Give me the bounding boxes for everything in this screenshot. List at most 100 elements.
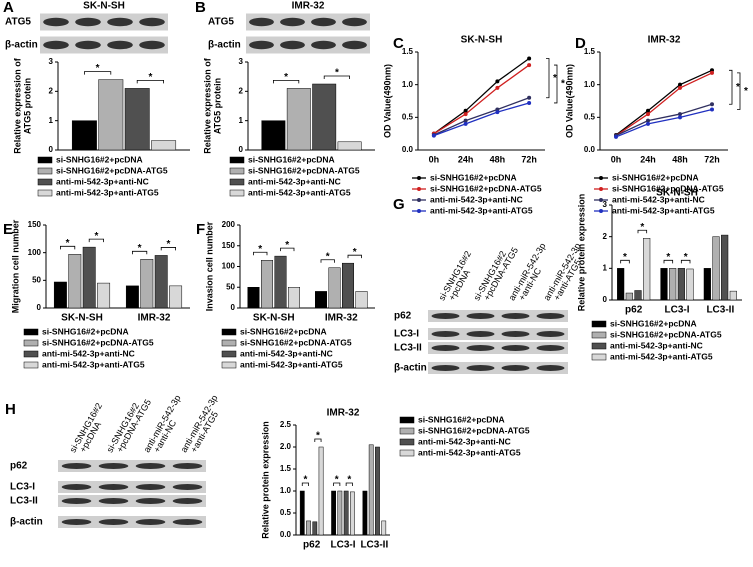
y-tick-label: 0.0 — [584, 145, 596, 154]
blot-strip — [428, 310, 568, 322]
significance: * — [316, 431, 320, 442]
legend-label: anti-mi-542-3p+anti-NC — [612, 194, 705, 204]
blot-row-label: LC3-I — [394, 329, 419, 340]
bar — [288, 287, 300, 309]
panel-label: E — [3, 221, 13, 238]
legend-swatch — [591, 320, 607, 328]
blot-header: SK-N-SH — [83, 1, 125, 12]
marker — [710, 107, 714, 112]
line — [433, 102, 530, 137]
bar — [660, 268, 668, 301]
line — [615, 108, 713, 138]
panel-label: H — [5, 401, 16, 418]
bracket — [345, 482, 353, 486]
x-tick-label: LC3-I — [331, 540, 356, 551]
legend-label: si-SNHG16#2+pcDNA — [418, 414, 505, 424]
y-axis-label: Relative protein expression — [260, 421, 270, 539]
marker — [614, 134, 618, 139]
bar — [381, 520, 387, 536]
bar — [617, 268, 625, 301]
legend-swatch — [399, 449, 415, 457]
significance: * — [684, 252, 688, 263]
legend-label: anti-mi-542-3p+anti-NC — [56, 176, 149, 186]
y-axis-label: ATG5 protein — [22, 78, 32, 134]
significance: * — [94, 231, 98, 242]
blot-band — [466, 331, 495, 337]
blot-strip — [428, 342, 568, 354]
line — [433, 64, 530, 135]
marker — [495, 79, 500, 84]
y-axis-label: Migration cell number — [10, 219, 20, 313]
bar — [342, 262, 354, 309]
x-tick-label: 48h — [490, 154, 506, 164]
y-tick-label: 1 — [239, 116, 244, 125]
marker — [527, 63, 532, 68]
bar — [669, 268, 677, 301]
x-tick-label: 72h — [704, 154, 720, 164]
legend-swatch — [417, 198, 421, 202]
bar — [318, 446, 324, 536]
blot-band — [135, 484, 166, 490]
legend-label: anti-mi-542-3p+anti-ATG5 — [430, 205, 533, 215]
y-tick-label: 2.0 — [280, 442, 292, 451]
blot-band — [43, 40, 69, 50]
significance: * — [640, 222, 644, 233]
blot-band — [536, 331, 565, 337]
blot-row-label: β-actin — [10, 517, 43, 528]
y-tick-label: 2 — [603, 232, 608, 241]
bar — [337, 141, 362, 151]
y-tick-label: 1.5 — [280, 464, 292, 473]
bracket — [301, 482, 309, 486]
chart-title: IMR-32 — [327, 408, 360, 419]
bar — [328, 267, 341, 309]
marker — [463, 118, 468, 123]
legend-swatch — [229, 178, 245, 186]
bar — [98, 79, 124, 151]
bar — [68, 254, 82, 309]
bar — [686, 268, 694, 301]
panel-label: D — [575, 35, 586, 52]
bar — [312, 521, 318, 536]
legend-swatch — [37, 156, 53, 164]
bar — [261, 260, 273, 309]
legend-label: si-SNHG16#2+pcDNA — [42, 326, 129, 336]
legend-swatch — [23, 361, 39, 369]
blot-band — [135, 519, 166, 525]
chart-title: IMR-32 — [648, 35, 681, 46]
blot-band — [135, 498, 166, 504]
blot-band — [61, 519, 92, 525]
y-tick-label: 2.5 — [280, 420, 292, 429]
blot-strip — [40, 36, 168, 54]
bar — [71, 120, 97, 151]
significance: * — [96, 63, 100, 74]
legend-swatch — [23, 339, 39, 347]
blot-band — [75, 17, 101, 27]
legend-swatch — [599, 198, 603, 202]
significance: * — [666, 252, 670, 263]
y-tick-label: 0 — [603, 295, 608, 304]
legend-swatch — [417, 187, 421, 191]
y-tick-label: 50 — [226, 282, 235, 291]
blot-band — [501, 365, 530, 371]
bar — [712, 236, 720, 301]
x-tick-label: IMR-32 — [138, 313, 171, 324]
legend-label: si-SNHG16#2+pcDNA — [610, 318, 697, 328]
bracket — [320, 259, 335, 263]
blot-strip — [40, 13, 168, 31]
blot-header: IMR-32 — [292, 1, 325, 12]
blot-strip — [58, 481, 206, 493]
blot-band — [342, 17, 367, 27]
blot-strip — [246, 36, 370, 54]
panel-label: A — [3, 0, 14, 16]
significance: * — [335, 475, 339, 486]
legend-swatch — [221, 339, 237, 347]
marker — [646, 108, 650, 113]
y-tick-label: 100 — [222, 262, 236, 271]
legend-label: anti-mi-542-3p+anti-ATG5 — [56, 187, 159, 197]
bar — [247, 287, 260, 309]
legend-label: anti-mi-542-3p+anti-NC — [418, 436, 511, 446]
legend-swatch — [23, 328, 39, 336]
blot-band — [172, 463, 203, 469]
bracket — [136, 80, 164, 84]
legend-label: anti-mi-542-3p+anti-NC — [42, 348, 135, 358]
